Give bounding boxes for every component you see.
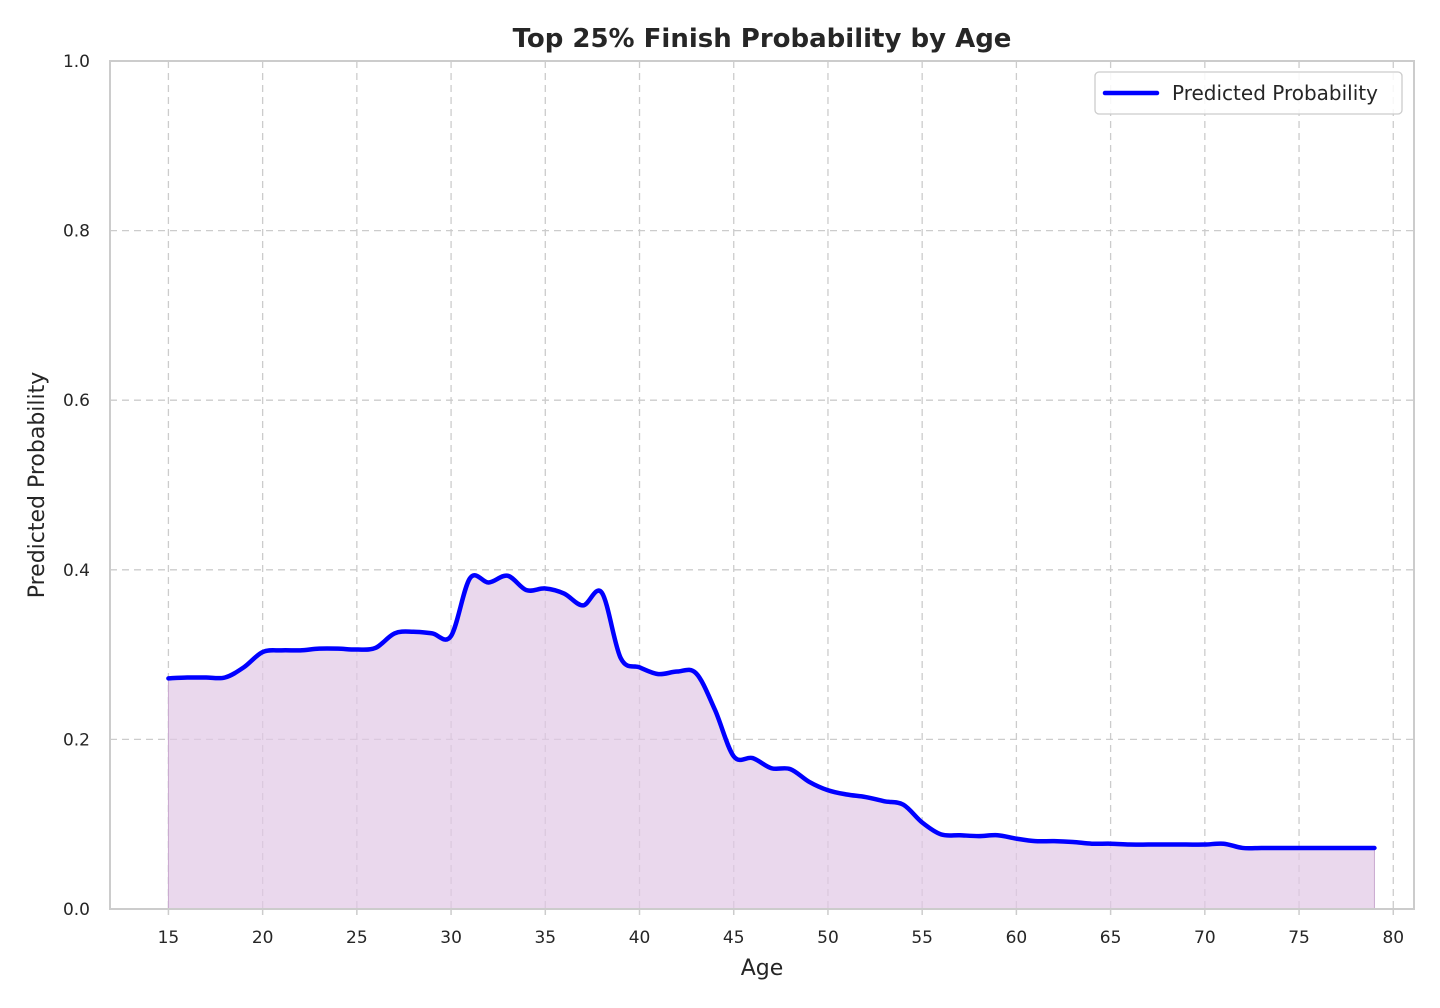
- y-tick-label: 0.0: [63, 900, 90, 920]
- x-grid: [167, 61, 1394, 909]
- x-tick-label: 40: [629, 928, 651, 948]
- x-tick-label: 75: [1288, 928, 1310, 948]
- x-axis-label: Age: [741, 956, 784, 981]
- x-axis-ticks: 15 20 25 30 35 40 45 50 55 60 65 70 75 80: [158, 909, 1404, 948]
- y-axis-ticks: 0.0 0.2 0.4 0.6 0.8 1.0: [63, 52, 90, 920]
- legend-label: Predicted Probability: [1172, 81, 1378, 105]
- x-tick-label: 20: [252, 928, 274, 948]
- y-tick-label: 0.8: [63, 222, 90, 242]
- x-tick-label: 45: [723, 928, 745, 948]
- x-tick-label: 80: [1382, 928, 1404, 948]
- y-axis-label: Predicted Probability: [25, 372, 50, 599]
- y-tick-label: 0.2: [63, 730, 90, 750]
- y-tick-label: 1.0: [63, 52, 90, 72]
- y-tick-label: 0.6: [63, 391, 90, 411]
- legend-box: [1094, 71, 1403, 115]
- chart-title: Top 25% Finish Probability by Age: [513, 24, 1012, 54]
- area-fill: [167, 574, 1375, 910]
- x-tick-label: 15: [158, 928, 180, 948]
- x-tick-label: 30: [440, 928, 462, 948]
- plot-frame: [109, 60, 1415, 910]
- x-tick-label: 35: [534, 928, 556, 948]
- x-tick-label: 70: [1194, 928, 1216, 948]
- x-tick-label: 65: [1100, 928, 1122, 948]
- x-tick-label: 55: [911, 928, 933, 948]
- legend: Predicted Probability: [1094, 71, 1403, 115]
- x-tick-label: 50: [817, 928, 839, 948]
- x-tick-label: 60: [1006, 928, 1028, 948]
- x-tick-label: 25: [346, 928, 368, 948]
- series-line: [166, 573, 1377, 851]
- y-tick-label: 0.4: [63, 561, 90, 581]
